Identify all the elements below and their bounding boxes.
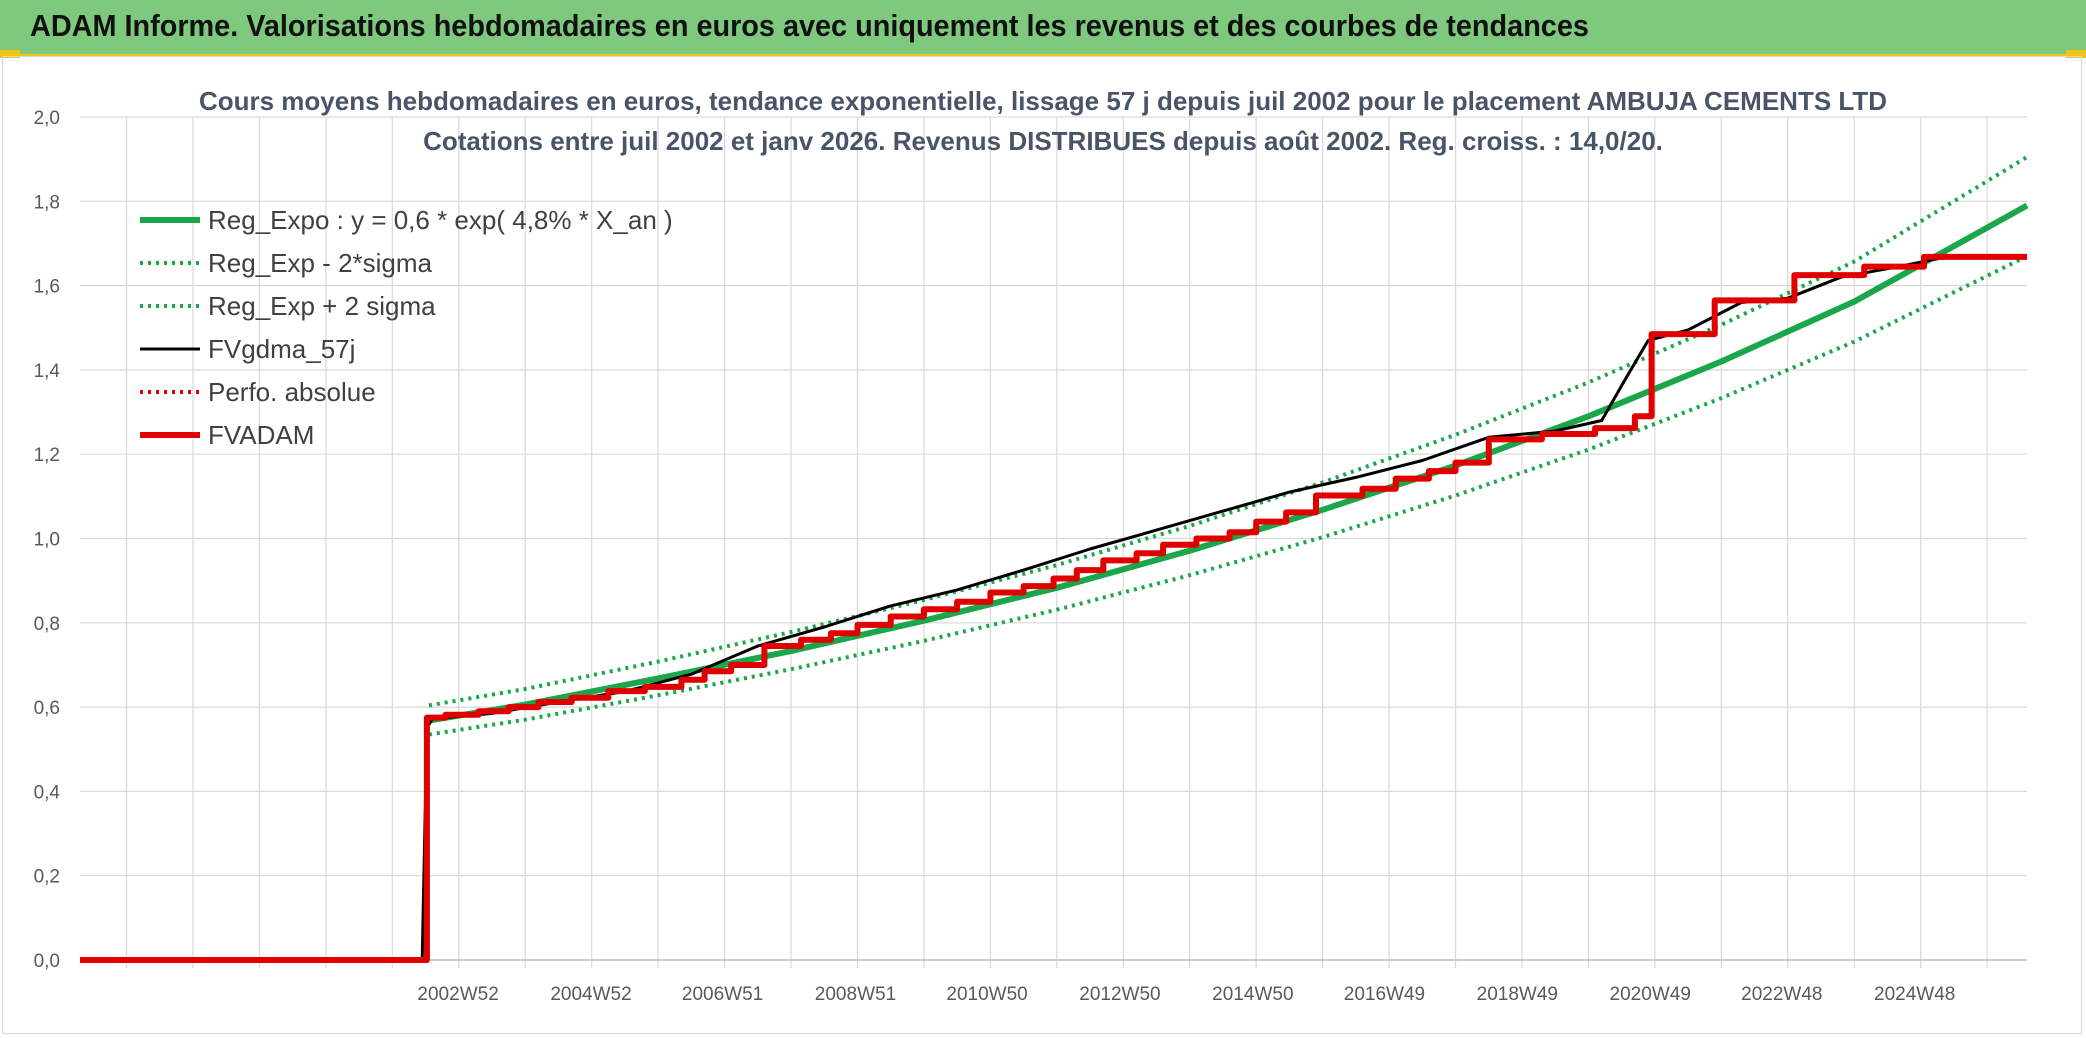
y-tick-label: 2,0: [34, 108, 60, 129]
chart-legend: Reg_Expo : y = 0,6 * exp( 4,8% * X_an ) R…: [140, 205, 673, 450]
legend-label-3: FVgdma_57j: [208, 334, 355, 364]
x-tick-label: 2018W49: [1477, 984, 1558, 1005]
report-title: ADAM Informe. Valorisations hebdomadaire…: [30, 8, 1589, 43]
chart-title-line-2: Cotations entre juil 2002 et janv 2026. …: [423, 126, 1663, 156]
legend-label-0: Reg_Expo : y = 0,6 * exp( 4,8% * X_an ): [208, 205, 673, 235]
corner-accent-left: [0, 50, 20, 58]
series-line-1: [428, 254, 2028, 737]
x-tick-label: 2020W49: [1610, 984, 1691, 1005]
chart-series: [80, 155, 2029, 963]
y-tick-label: 1,2: [34, 445, 60, 466]
x-tick-label: 2010W50: [946, 984, 1027, 1005]
x-tick-label: 2016W49: [1344, 984, 1425, 1005]
chart-grid: [80, 116, 2027, 968]
y-tick-label: 1,4: [34, 361, 61, 382]
legend-label-2: Reg_Exp + 2 sigma: [208, 291, 436, 321]
y-tick-label: 1,8: [34, 192, 60, 213]
legend-label-1: Reg_Exp - 2*sigma: [208, 248, 433, 278]
y-tick-label: 0,6: [34, 698, 60, 719]
x-tick-label: 2024W48: [1874, 984, 1955, 1005]
series-line-3: [80, 254, 2028, 962]
x-tick-label: 2012W50: [1079, 984, 1160, 1005]
series-line-5: [80, 253, 2027, 963]
x-tick-label: 2002W52: [417, 984, 498, 1005]
y-tick-label: 1,6: [34, 277, 60, 298]
y-tick-label: 0,0: [34, 951, 60, 972]
legend-label-4: Perfo. absolue: [208, 377, 376, 407]
legend-label-5: FVADAM: [208, 420, 314, 450]
series-line-2: [428, 155, 2029, 708]
y-tick-label: 0,4: [34, 782, 61, 803]
corner-accent-right: [2066, 50, 2086, 58]
x-tick-label: 2022W48: [1741, 984, 1822, 1005]
chart-axes: 0,0 0,2 0,4 0,6 0,8 1,0 1,2 1,4 1,6 1,8 2,0 2002W52…: [34, 108, 2027, 1005]
x-tick-label: 2006W51: [682, 984, 763, 1005]
series-line-0: [428, 202, 2029, 724]
x-tick-label: 2008W51: [815, 984, 896, 1005]
y-tick-label: 0,8: [34, 614, 60, 635]
x-tick-label: 2014W50: [1212, 984, 1293, 1005]
chart-frame: [2, 56, 2082, 1034]
report-banner: ADAM Informe. Valorisations hebdomadaire…: [0, 0, 2086, 56]
x-tick-label: 2004W52: [550, 984, 631, 1005]
y-tick-label: 0,2: [34, 867, 60, 888]
chart-title-line-1: Cours moyens hebdomadaires en euros, ten…: [199, 86, 1887, 116]
y-tick-label: 1,0: [34, 530, 60, 551]
